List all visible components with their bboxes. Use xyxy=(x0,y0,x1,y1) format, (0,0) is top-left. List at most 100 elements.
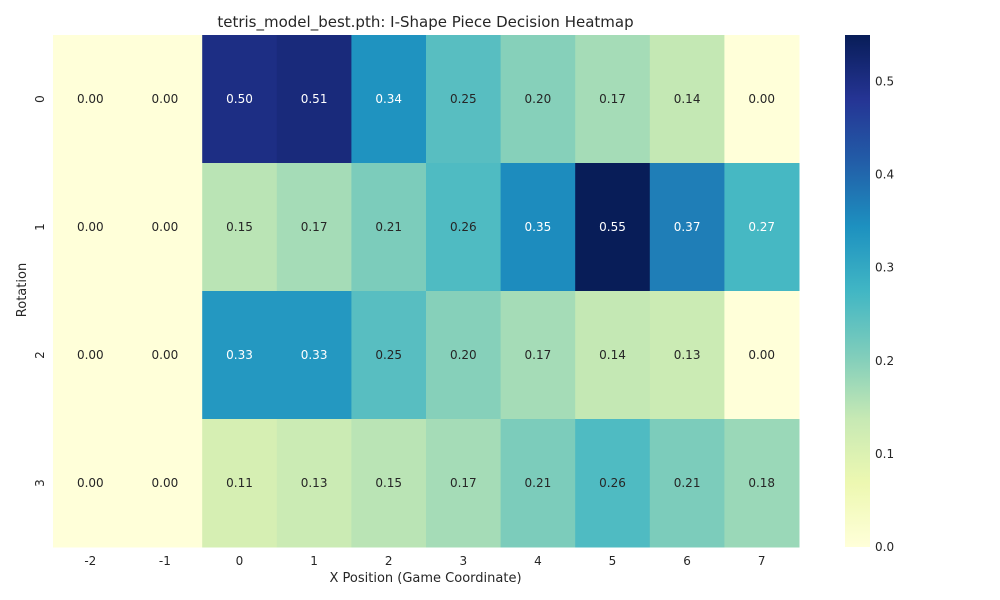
x-tick-label: 6 xyxy=(683,554,691,568)
cell-value-label: 0.00 xyxy=(77,220,104,234)
heatmap-cell xyxy=(724,35,800,164)
colorbar-tick-label: 0.1 xyxy=(875,447,894,461)
x-tick-label: -1 xyxy=(159,554,171,568)
heatmap-cell xyxy=(649,291,725,420)
heatmap-cell xyxy=(351,163,427,292)
heatmap-cell xyxy=(276,163,352,292)
heatmap-cell xyxy=(127,291,203,420)
x-tick-labels: -2 -1 0 1 2 3 4 5 6 7 xyxy=(84,554,765,568)
heatmap-cell xyxy=(426,291,502,420)
heatmap-cell xyxy=(53,163,129,292)
colorbar xyxy=(845,35,870,547)
cell-value-label: 0.55 xyxy=(599,220,626,234)
x-tick-label: 1 xyxy=(310,554,318,568)
heatmap-cell xyxy=(202,163,278,292)
heatmap-cell xyxy=(500,35,576,164)
x-tick-label: 7 xyxy=(758,554,766,568)
cell-value-label: 0.17 xyxy=(301,220,328,234)
colorbar-tick-label: 0.2 xyxy=(875,354,894,368)
cell-value-label: 0.00 xyxy=(152,348,179,362)
cell-value-label: 0.17 xyxy=(525,348,552,362)
heatmap-cell xyxy=(351,291,427,420)
cell-value-label: 0.21 xyxy=(525,476,552,490)
cell-value-label: 0.15 xyxy=(375,476,402,490)
x-axis-label: X Position (Game Coordinate) xyxy=(329,571,521,586)
y-tick-labels: 0 1 2 3 xyxy=(33,95,47,487)
colorbar-tick-label: 0.5 xyxy=(875,75,894,89)
cell-value-label: 0.34 xyxy=(375,92,402,106)
heatmap-cell xyxy=(202,419,278,548)
heatmap-cell xyxy=(426,163,502,292)
cell-value-label: 0.20 xyxy=(525,92,552,106)
cell-value-label: 0.50 xyxy=(226,92,253,106)
heatmap-cell xyxy=(276,419,352,548)
heatmap-cell xyxy=(724,163,800,292)
heatmap-cell xyxy=(53,419,129,548)
cell-value-label: 0.26 xyxy=(599,476,626,490)
heatmap-cell xyxy=(649,35,725,164)
y-tick-label: 1 xyxy=(33,223,47,231)
cell-value-label: 0.00 xyxy=(748,92,775,106)
heatmap-cell xyxy=(426,419,502,548)
cell-value-label: 0.20 xyxy=(450,348,477,362)
heatmap-cell xyxy=(127,419,203,548)
cell-value-label: 0.00 xyxy=(748,348,775,362)
y-axis-label: Rotation xyxy=(15,263,30,317)
cell-value-label: 0.33 xyxy=(226,348,253,362)
x-tick-label: 3 xyxy=(459,554,467,568)
cell-value-label: 0.00 xyxy=(152,220,179,234)
y-tick-label: 2 xyxy=(33,351,47,359)
heatmap-cell xyxy=(53,291,129,420)
cell-value-label: 0.14 xyxy=(599,348,626,362)
cell-value-label: 0.14 xyxy=(674,92,701,106)
heatmap-cell xyxy=(575,419,651,548)
cell-value-label: 0.27 xyxy=(748,220,775,234)
heatmap-cell xyxy=(351,419,427,548)
colorbar-tick-labels: 0.0 0.1 0.2 0.3 0.4 0.5 xyxy=(875,75,894,554)
x-tick-label: 2 xyxy=(385,554,393,568)
cell-value-label: 0.17 xyxy=(599,92,626,106)
cell-value-label: 0.13 xyxy=(674,348,701,362)
heatmap-cells: 0.00 0.00 0.50 0.51 0.34 0.25 0.20 0.17 0.14 0.00… xyxy=(53,35,800,548)
heatmap-cell xyxy=(500,163,576,292)
cell-value-label: 0.00 xyxy=(152,476,179,490)
cell-value-label: 0.00 xyxy=(77,348,104,362)
heatmap-cell xyxy=(500,419,576,548)
x-tick-label: -2 xyxy=(84,554,96,568)
colorbar-tick-label: 0.4 xyxy=(875,168,894,182)
cell-value-label: 0.00 xyxy=(77,476,104,490)
x-tick-label: 0 xyxy=(236,554,244,568)
heatmap-cell xyxy=(649,419,725,548)
heatmap-cell xyxy=(127,35,203,164)
cell-value-label: 0.25 xyxy=(450,92,477,106)
cell-value-label: 0.17 xyxy=(450,476,477,490)
cell-value-label: 0.37 xyxy=(674,220,701,234)
cell-value-label: 0.35 xyxy=(525,220,552,234)
colorbar-tick-label: 0.3 xyxy=(875,261,894,275)
cell-value-label: 0.25 xyxy=(375,348,402,362)
cell-value-label: 0.13 xyxy=(301,476,328,490)
y-tick-label: 0 xyxy=(33,95,47,103)
cell-value-label: 0.33 xyxy=(301,348,328,362)
heatmap-cell xyxy=(127,163,203,292)
heatmap-cell xyxy=(351,35,427,164)
cell-value-label: 0.26 xyxy=(450,220,477,234)
heatmap-cell xyxy=(649,163,725,292)
heatmap-cell xyxy=(202,35,278,164)
heatmap-cell xyxy=(500,291,576,420)
heatmap-cell xyxy=(575,163,651,292)
cell-value-label: 0.21 xyxy=(375,220,402,234)
cell-value-label: 0.51 xyxy=(301,92,328,106)
cell-value-label: 0.00 xyxy=(77,92,104,106)
y-tick-label: 3 xyxy=(33,479,47,487)
cell-value-label: 0.15 xyxy=(226,220,253,234)
heatmap-cell xyxy=(724,419,800,548)
heatmap-cell xyxy=(276,291,352,420)
heatmap-cell xyxy=(276,35,352,164)
heatmap-cell xyxy=(575,35,651,164)
heatmap-cell xyxy=(426,35,502,164)
colorbar-tick-label: 0.0 xyxy=(875,540,894,554)
heatmap-cell xyxy=(575,291,651,420)
cell-value-label: 0.00 xyxy=(152,92,179,106)
